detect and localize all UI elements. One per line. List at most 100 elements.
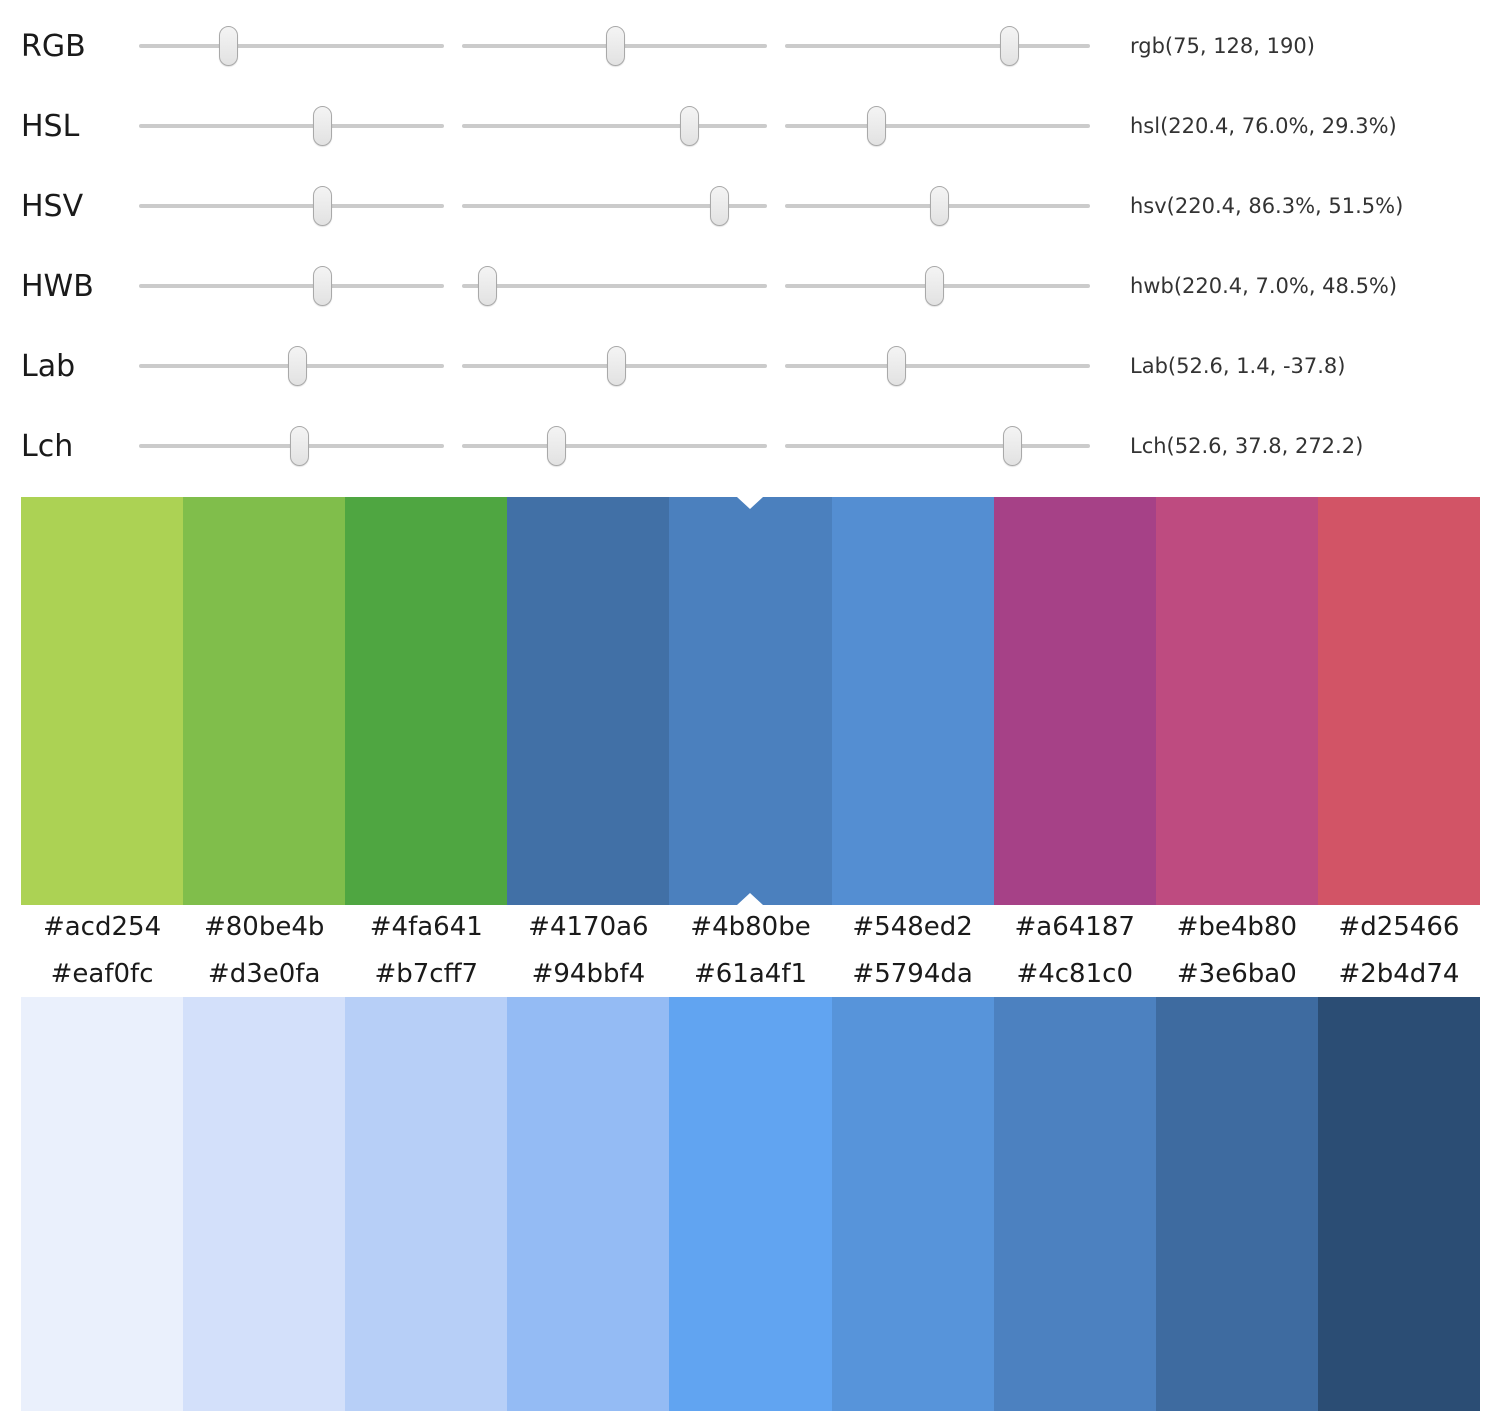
slider-track-line <box>139 204 444 208</box>
hex-label: #80be4b <box>203 912 325 942</box>
colorspace-label: HSV <box>21 188 84 224</box>
slider-track-line <box>462 124 767 128</box>
slider-handle[interactable] <box>547 426 567 466</box>
hue-swatch-strip <box>21 497 1480 905</box>
slider-handle[interactable] <box>606 346 626 386</box>
color-swatch[interactable] <box>831 497 994 905</box>
slider-track[interactable] <box>462 264 767 308</box>
slider-handle[interactable] <box>679 106 699 146</box>
slider-handle[interactable] <box>999 26 1019 66</box>
hex-label: #a64187 <box>1014 912 1135 942</box>
color-swatch[interactable] <box>183 497 346 905</box>
slider-track[interactable] <box>139 184 444 228</box>
slider-track-line <box>139 124 444 128</box>
color-swatch[interactable] <box>507 497 670 905</box>
selected-notch-bottom-icon <box>737 893 764 905</box>
slider-track[interactable] <box>785 104 1090 148</box>
slider-row-lch: Lch Lch(52.6, 37.8, 272.2) <box>0 406 1501 486</box>
slider-track[interactable] <box>785 344 1090 388</box>
hue-palette: #acd254 #80be4b #4fa641 #4170a6 #4b80be #548e… <box>21 497 1480 950</box>
slider-handle[interactable] <box>1002 426 1022 466</box>
hex-label: #d3e0fa <box>207 959 321 989</box>
slider-track[interactable] <box>139 264 444 308</box>
slider-track[interactable] <box>139 24 444 68</box>
color-swatch[interactable] <box>183 997 346 1411</box>
color-swatch[interactable] <box>21 997 184 1411</box>
hex-label: #548ed2 <box>852 912 973 942</box>
slider-row-lab: Lab Lab(52.6, 1.4, -37.8) <box>0 326 1501 406</box>
color-value-text: hwb(220.4, 7.0%, 48.5%) <box>1130 274 1398 298</box>
slider-track[interactable] <box>785 24 1090 68</box>
slider-handle[interactable] <box>929 186 949 226</box>
hex-label: #4fa641 <box>369 912 483 942</box>
slider-handle[interactable] <box>867 106 886 146</box>
slider-handle[interactable] <box>312 106 332 146</box>
color-swatch[interactable] <box>831 997 994 1411</box>
color-value-text: hsl(220.4, 76.0%, 29.3%) <box>1130 114 1397 138</box>
hex-label: #3e6ba0 <box>1176 959 1297 989</box>
slider-track-line <box>462 444 767 448</box>
slider-track-line <box>785 44 1090 48</box>
color-swatch[interactable] <box>1317 997 1480 1411</box>
color-swatch[interactable] <box>345 497 508 905</box>
shade-label-strip: #eaf0fc #d3e0fa #b7cff7 #94bbf4 #61a4f1 #5794… <box>21 952 1480 997</box>
slider-handle[interactable] <box>710 186 730 226</box>
color-swatch[interactable] <box>993 997 1156 1411</box>
color-value-text: rgb(75, 128, 190) <box>1130 34 1315 58</box>
slider-row-hsv: HSV hsv(220.4, 86.3%, 51.5%) <box>0 166 1501 246</box>
colorspace-label: HWB <box>21 268 94 304</box>
color-value-text: Lab(52.6, 1.4, -37.8) <box>1130 354 1346 378</box>
color-swatch[interactable] <box>669 997 832 1411</box>
hex-label: #5794da <box>852 959 973 989</box>
slider-track[interactable] <box>139 104 444 148</box>
slider-track[interactable] <box>139 424 444 468</box>
slider-track[interactable] <box>785 184 1090 228</box>
hex-label: #2b4d74 <box>1338 959 1460 989</box>
color-swatch[interactable] <box>669 497 832 905</box>
slider-track[interactable] <box>139 344 444 388</box>
slider-handle[interactable] <box>289 426 309 466</box>
color-swatch[interactable] <box>1155 497 1318 905</box>
hex-label: #4c81c0 <box>1016 959 1133 989</box>
colorspace-label: RGB <box>21 28 86 64</box>
color-swatch[interactable] <box>507 997 670 1411</box>
slider-handle[interactable] <box>605 26 625 66</box>
slider-handle[interactable] <box>312 266 332 306</box>
hex-label: #61a4f1 <box>693 959 808 989</box>
slider-track[interactable] <box>462 344 767 388</box>
slider-track[interactable] <box>785 424 1090 468</box>
slider-row-hwb: HWB hwb(220.4, 7.0%, 48.5%) <box>0 246 1501 326</box>
hex-label: #be4b80 <box>1176 912 1298 942</box>
slider-track-line <box>785 444 1090 448</box>
colorspace-label: Lab <box>21 348 76 384</box>
slider-track-line <box>139 284 444 288</box>
hex-label: #4b80be <box>690 912 811 942</box>
color-swatch[interactable] <box>345 997 508 1411</box>
slider-handle[interactable] <box>312 186 332 226</box>
slider-track[interactable] <box>462 24 767 68</box>
slider-track[interactable] <box>785 264 1090 308</box>
color-value-text: Lch(52.6, 37.8, 272.2) <box>1130 434 1364 458</box>
selected-notch-top-icon <box>737 497 764 509</box>
colorspace-label: Lch <box>21 428 74 464</box>
slider-row-rgb: RGB rgb(75, 128, 190) <box>0 6 1501 86</box>
slider-track-line <box>785 124 1090 128</box>
hue-label-strip: #acd254 #80be4b #4fa641 #4170a6 #4b80be #548e… <box>21 905 1480 950</box>
color-swatch[interactable] <box>993 497 1156 905</box>
slider-handle[interactable] <box>886 346 906 386</box>
hex-label: #acd254 <box>42 912 162 942</box>
color-swatch[interactable] <box>1155 997 1318 1411</box>
hex-label: #94bbf4 <box>531 959 646 989</box>
slider-handle[interactable] <box>288 346 308 386</box>
slider-track[interactable] <box>462 424 767 468</box>
slider-handle[interactable] <box>924 266 944 306</box>
slider-track[interactable] <box>462 184 767 228</box>
slider-panel: RGB rgb(75, 128, 190) HSL hsl(220.4, 76.0%,… <box>0 0 1501 486</box>
slider-handle[interactable] <box>219 26 239 66</box>
color-swatch[interactable] <box>21 497 184 905</box>
slider-track[interactable] <box>462 104 767 148</box>
hex-label: #4170a6 <box>528 912 649 942</box>
slider-handle[interactable] <box>478 266 498 306</box>
color-swatch[interactable] <box>1317 497 1480 905</box>
hex-label: #d25466 <box>1338 912 1460 942</box>
